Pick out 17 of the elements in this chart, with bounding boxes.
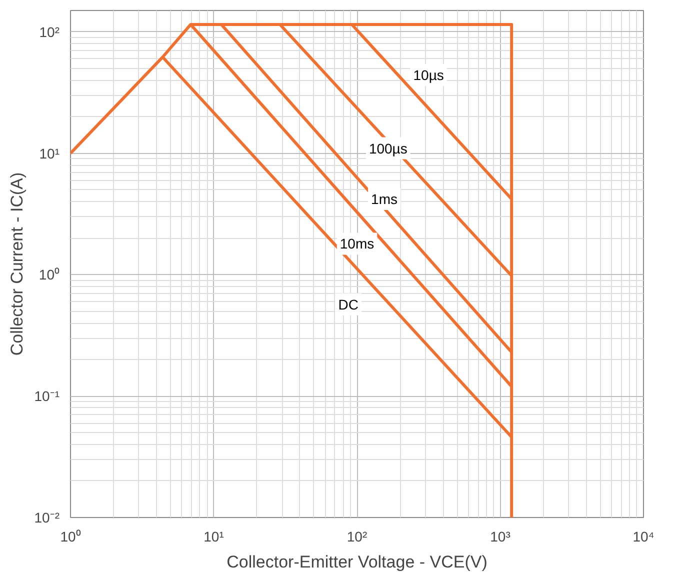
x-axis-title: Collector-Emitter Voltage - VCE(V) [226,552,488,572]
y-tick-label: 10² [39,24,60,40]
x-tick-label: 10² [346,528,368,544]
annotation: 10µs [413,67,444,84]
annotation: DC [338,296,358,312]
x-tick-label: 10¹ [204,528,224,544]
annotation: 100µs [368,140,408,156]
y-axis-title: Collector Current - IC(A) [7,172,26,356]
y-tick-label: 10⁻² [34,510,60,526]
x-tick-label: 10³ [490,528,511,544]
annotation: 10ms [340,236,374,252]
x-tick-label: 10⁰ [60,528,81,544]
y-tick-label: 10¹ [39,145,60,162]
annotation: 1ms [371,191,398,208]
y-tick-label: 10⁻¹ [34,388,60,404]
x-tick-label: 10⁴ [632,528,654,544]
y-tick-label: 10⁰ [38,266,60,283]
